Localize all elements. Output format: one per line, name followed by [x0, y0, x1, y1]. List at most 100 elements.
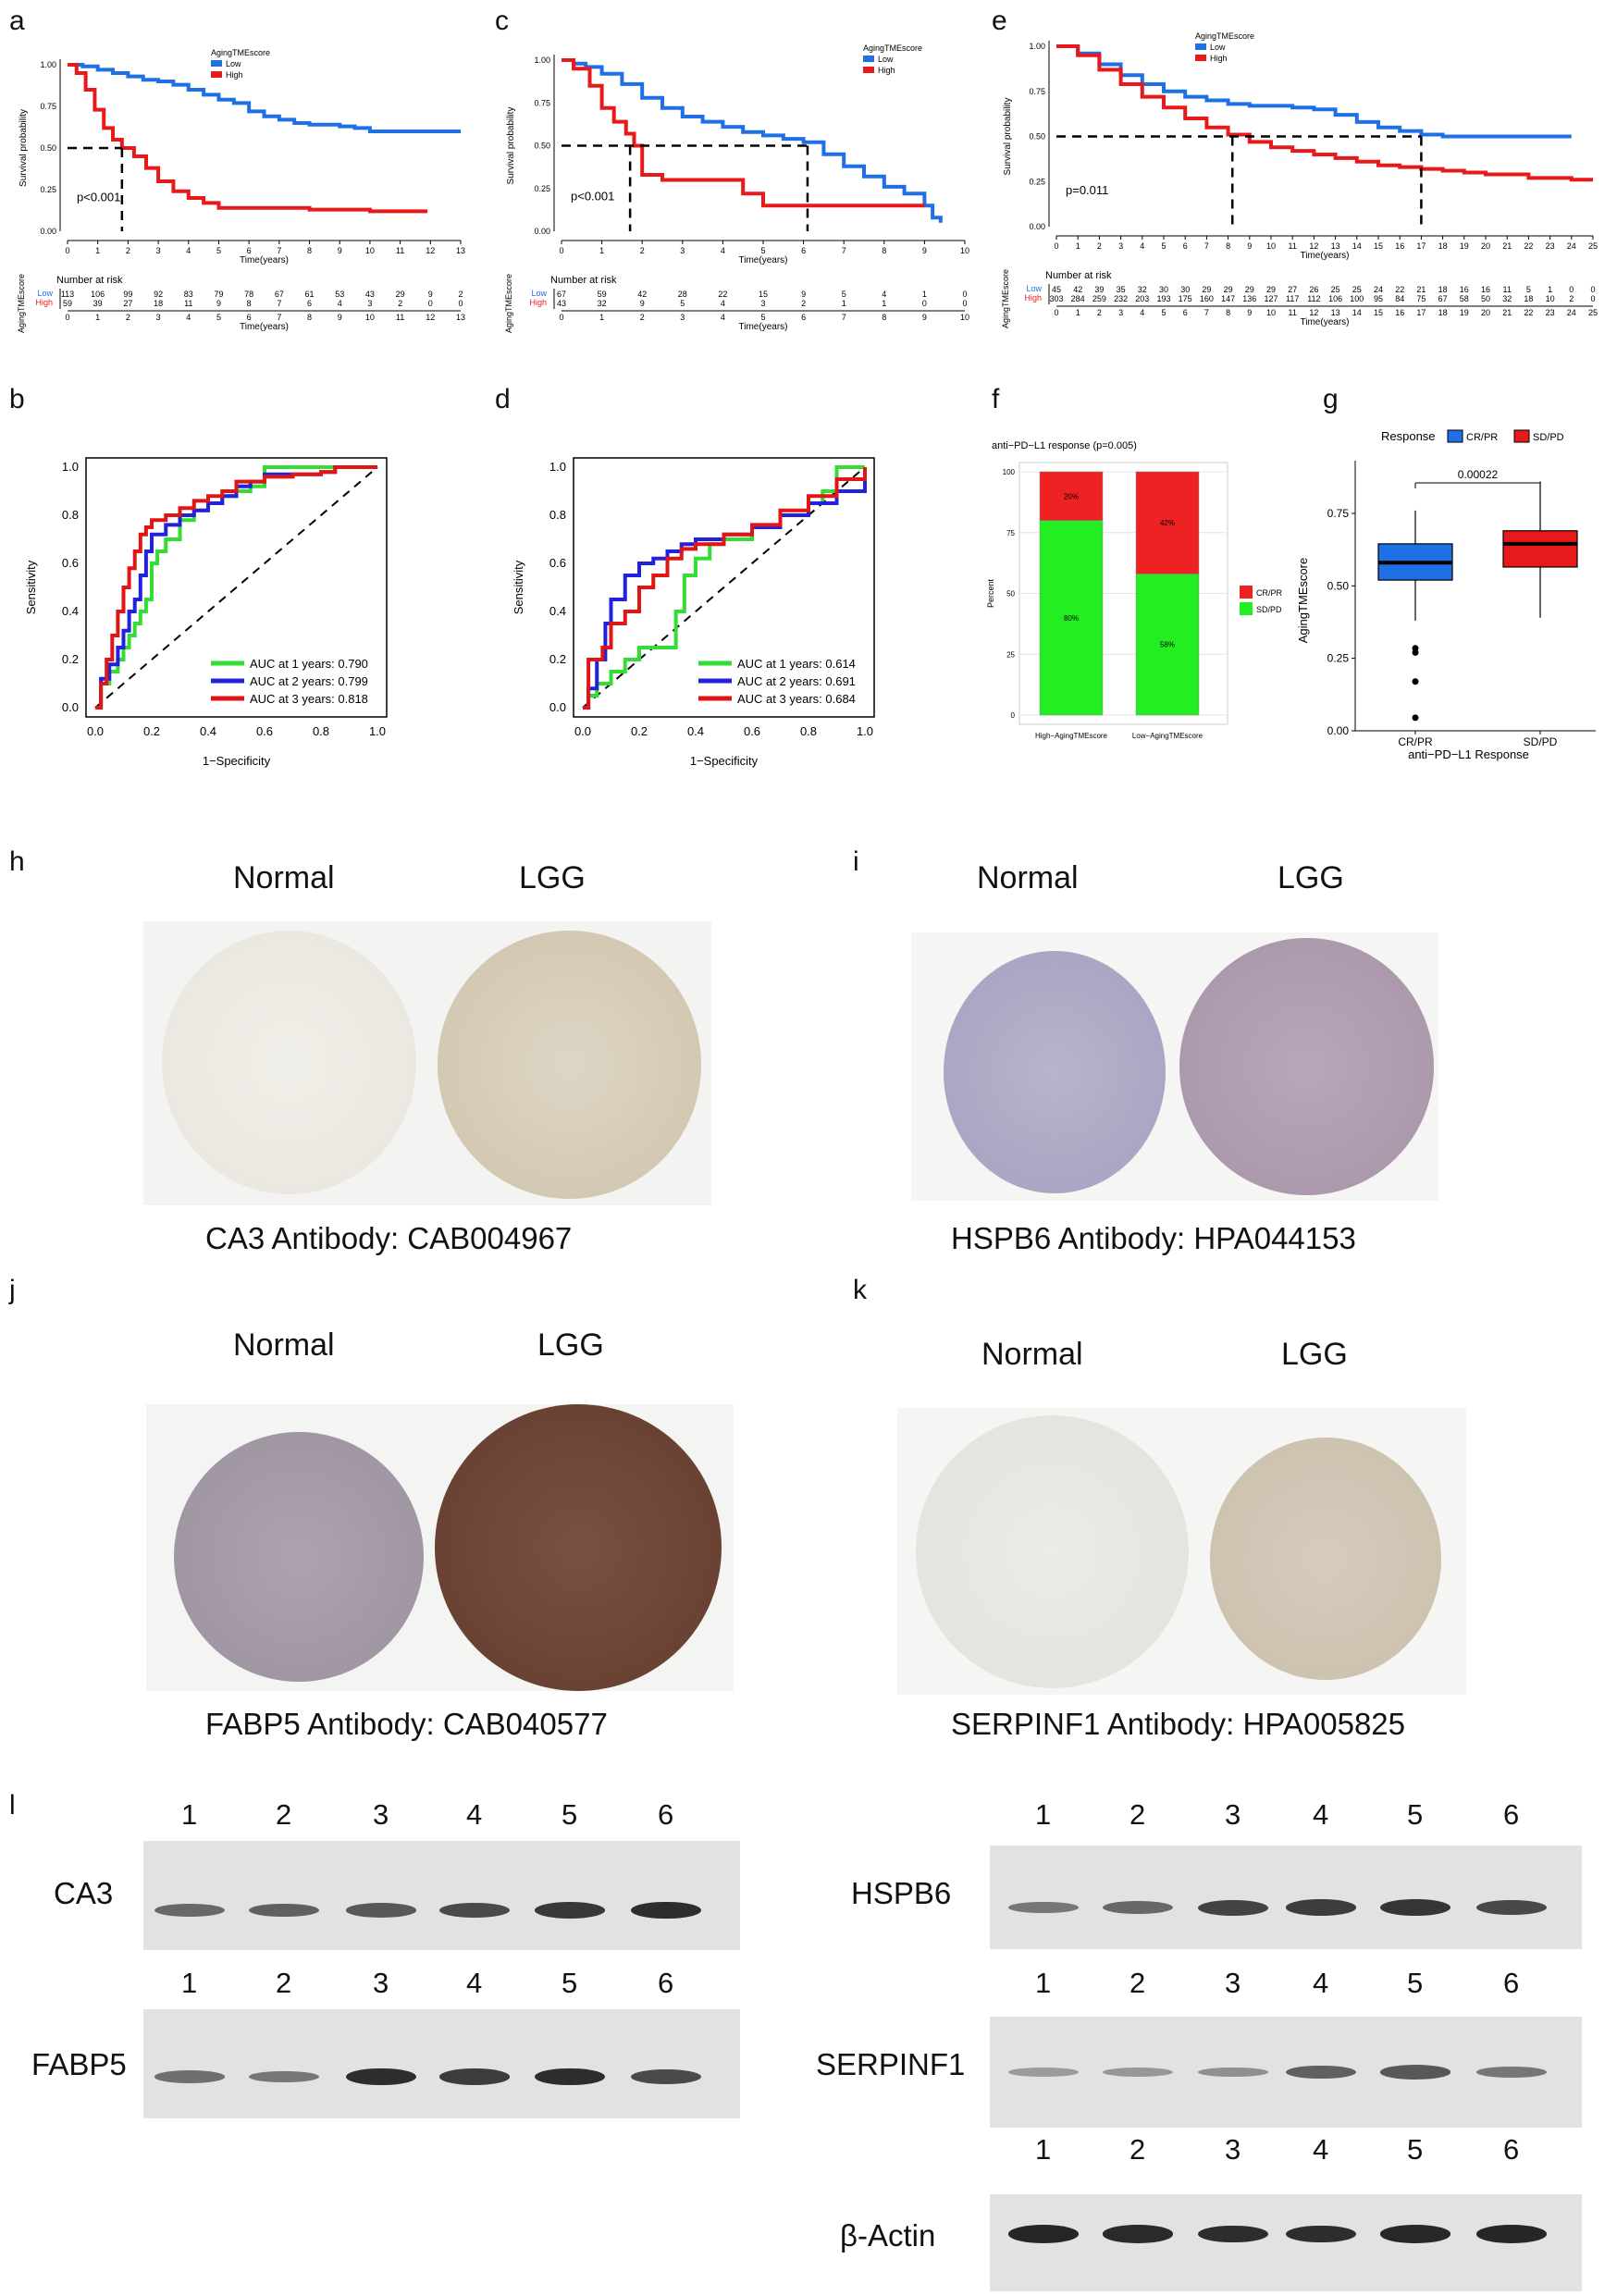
risk-x-tick-label: 21 [1502, 308, 1512, 317]
risk-count-low: 25 [1331, 285, 1340, 294]
risk-count-high: 160 [1200, 294, 1214, 303]
panel-label-h: h [9, 846, 25, 877]
legend-swatch-high [211, 71, 222, 78]
risk-count-high: 303 [1049, 294, 1063, 303]
legend-label-high: High [1210, 54, 1228, 63]
protein-band [1103, 2067, 1173, 2078]
roc-curve-2 [95, 465, 377, 710]
risk-x-tick-label: 0 [1054, 308, 1058, 317]
x-tick-label: 14 [1352, 241, 1362, 251]
lane-number: 6 [1503, 1798, 1520, 1831]
panel-label-l: l [9, 1790, 16, 1821]
risk-x-tick-label: 4 [186, 313, 191, 322]
ihc-core-lgg [1179, 938, 1434, 1195]
risk-row-label-high: High [1024, 293, 1042, 302]
legend-label: SD/PD [1533, 432, 1564, 443]
risk-count-high: 4 [721, 299, 725, 308]
ihc-h-lgg-label: LGG [519, 860, 586, 895]
x-tick-label: 2 [1097, 241, 1102, 251]
x-tick-label: 6 [247, 246, 252, 255]
risk-x-tick-label: 12 [1309, 308, 1318, 317]
risk-count-high: 32 [1502, 294, 1512, 303]
bar-sd-pd-2 [1135, 574, 1200, 716]
risk-table-title: Number at risk [1045, 270, 1112, 281]
risk-x-tick-label: 2 [126, 313, 130, 322]
risk-count-low: 0 [1569, 285, 1574, 294]
km-curve-low [1056, 44, 1572, 139]
risk-count-high: 84 [1395, 294, 1404, 303]
risk-x-tick-label: 7 [1204, 308, 1209, 317]
y-tick-label: 0.50 [40, 143, 56, 153]
risk-x-tick-label: 2 [1097, 308, 1102, 317]
risk-count-low: 29 [396, 290, 405, 299]
legend-swatch-low [211, 60, 222, 67]
risk-count-high: 232 [1114, 294, 1128, 303]
diagonal-reference [582, 466, 866, 709]
risk-x-tick-label: 13 [1331, 308, 1340, 317]
risk-count-low: 42 [637, 290, 647, 299]
x-tick-label: 13 [456, 246, 465, 255]
protein-band [154, 2070, 225, 2083]
legend-swatch-low [863, 56, 874, 62]
risk-count-low: 21 [1416, 285, 1426, 294]
y-axis-title: Survival probability [19, 109, 29, 187]
risk-count-low: 26 [1309, 285, 1318, 294]
legend-title: AgingTMEscore [211, 48, 270, 57]
risk-count-low: 24 [1374, 285, 1383, 294]
risk-count-low: 5 [842, 290, 846, 299]
x-tick-label: 3 [156, 246, 161, 255]
x-tick-label: 15 [1374, 241, 1383, 251]
risk-count-high: 27 [123, 299, 132, 308]
protein-band [346, 1903, 416, 1918]
x-tick-label: 8 [307, 246, 312, 255]
risk-x-tick-label: 23 [1546, 308, 1555, 317]
x-tick-label: High−AgingTMEscore [1035, 732, 1108, 740]
protein-band [154, 1904, 225, 1917]
risk-count-low: 22 [1395, 285, 1404, 294]
risk-count-high: 9 [640, 299, 645, 308]
x-tick-label: 22 [1524, 241, 1533, 251]
risk-count-high: 75 [1416, 294, 1426, 303]
x-tick-label: 25 [1588, 241, 1598, 251]
y-axis-title: AgingTMEscore [1296, 558, 1310, 643]
y-tick-label: 0.00 [1029, 222, 1045, 231]
protein-band [346, 2068, 416, 2086]
y-tick-label: 0.75 [534, 98, 550, 107]
risk-row-label-low: Low [37, 289, 53, 298]
risk-x-tick-label: 0 [65, 313, 69, 322]
risk-x-tick-label: 3 [156, 313, 161, 322]
ihc-core-normal [162, 931, 416, 1194]
risk-count-high: 18 [1524, 294, 1533, 303]
x-tick-label: 9 [338, 246, 342, 255]
panel-label-g: g [1323, 384, 1339, 414]
y-tick-label: 0.25 [534, 184, 550, 193]
risk-count-low: 18 [1438, 285, 1448, 294]
risk-x-tick-label: 0 [559, 313, 563, 322]
risk-count-low: 35 [1117, 285, 1126, 294]
legend-label-high: High [226, 70, 243, 80]
risk-count-high: 4 [338, 299, 342, 308]
y-axis-title: Sensitivity [512, 560, 525, 614]
protein-band [1380, 2225, 1450, 2243]
x-tick-label: 0.0 [87, 724, 104, 738]
ihc-k-lgg-label: LGG [1281, 1337, 1348, 1372]
protein-band [249, 1903, 319, 1918]
y-tick-label: 0.50 [1327, 579, 1350, 592]
protein-band [1476, 1899, 1547, 1916]
legend-label: SD/PD [1256, 605, 1282, 614]
lane-number: 4 [466, 1967, 483, 1999]
protein-band [1008, 2068, 1079, 2077]
y-tick-label: 0.25 [1327, 652, 1350, 665]
risk-x-tick-label: 1 [1076, 308, 1080, 317]
x-tick-label: 0.6 [744, 724, 760, 738]
risk-count-high: 127 [1264, 294, 1278, 303]
legend-title: AgingTMEscore [863, 43, 922, 53]
protein-band [1286, 2225, 1356, 2243]
p-value-label: p<0.001 [77, 191, 120, 204]
chart-title: anti−PD−L1 response (p=0.005) [992, 440, 1137, 451]
risk-count-high: 5 [680, 299, 685, 308]
x-tick-label: 9 [1247, 241, 1252, 251]
y-axis-title: Percent [986, 578, 995, 608]
risk-count-low: 30 [1159, 285, 1168, 294]
risk-x-tick-label: 8 [882, 313, 886, 322]
